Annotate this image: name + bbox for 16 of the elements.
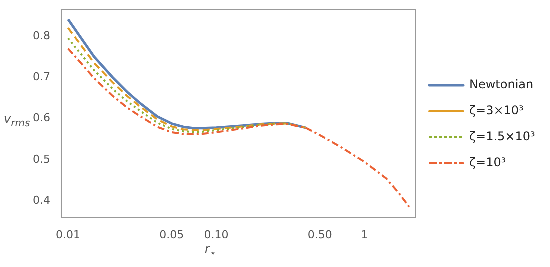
legend-label: Newtonian [470, 78, 534, 92]
y-tick-label: 0.6 [32, 112, 50, 125]
y-tick-label: 0.4 [32, 194, 50, 208]
x-axis-title: r$_{⋆}$ [205, 242, 216, 260]
x-tick-label: 1 [361, 228, 368, 242]
y-axis-title: v$_{rms}$ [4, 112, 30, 130]
y-tick-label: 0.7 [32, 70, 50, 84]
legend-label: ζ=10³ [470, 156, 506, 170]
x-tick-label: 0.10 [204, 228, 229, 242]
x-tick-label: 0.01 [56, 228, 81, 242]
x-tick-label: 0.05 [160, 228, 184, 242]
y-tick-label: 0.8 [32, 29, 50, 42]
x-tick-label: 0.50 [308, 228, 332, 242]
legend-label: ζ=3×10³ [470, 104, 524, 118]
legend-label: ζ=1.5×10³ [470, 130, 536, 144]
y-tick-label: 0.5 [32, 152, 50, 166]
